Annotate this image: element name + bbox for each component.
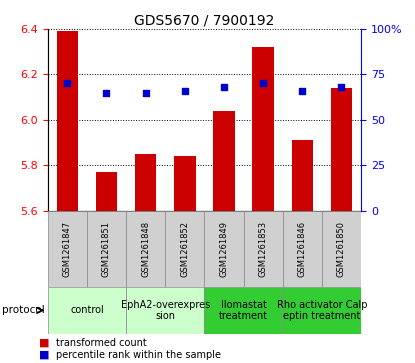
Text: GSM1261851: GSM1261851 (102, 221, 111, 277)
Title: GDS5670 / 7900192: GDS5670 / 7900192 (134, 14, 275, 28)
Bar (205, 287, 283, 334)
Bar (126, 287, 205, 334)
Text: control: control (70, 305, 104, 315)
Bar (322, 211, 361, 287)
Bar (331, 88, 352, 211)
Bar (48, 211, 87, 287)
Text: percentile rank within the sample: percentile rank within the sample (56, 350, 221, 360)
Text: EphA2-overexpres
sion: EphA2-overexpres sion (121, 299, 210, 321)
Point (260, 81, 266, 86)
Text: GSM1261853: GSM1261853 (259, 221, 268, 277)
Bar (205, 211, 244, 287)
Point (103, 90, 110, 95)
Text: protocol: protocol (2, 305, 45, 315)
Bar (96, 172, 117, 211)
Text: ■: ■ (39, 350, 50, 360)
Bar (87, 211, 126, 287)
Text: GSM1261852: GSM1261852 (180, 221, 189, 277)
Text: GSM1261846: GSM1261846 (298, 221, 307, 277)
Bar (252, 47, 274, 211)
Bar (174, 156, 195, 211)
Bar (283, 211, 322, 287)
Bar (283, 287, 361, 334)
Text: GSM1261849: GSM1261849 (220, 221, 229, 277)
Point (142, 90, 149, 95)
Bar (213, 111, 235, 211)
Bar (291, 140, 313, 211)
Text: GSM1261850: GSM1261850 (337, 221, 346, 277)
Text: Ilomastat
treatment: Ilomastat treatment (219, 299, 268, 321)
Bar (244, 211, 283, 287)
Bar (48, 287, 126, 334)
Bar (165, 211, 204, 287)
Point (338, 84, 345, 90)
Text: GSM1261848: GSM1261848 (141, 221, 150, 277)
Point (181, 88, 188, 94)
Point (64, 81, 71, 86)
Bar (126, 211, 165, 287)
Point (299, 88, 305, 94)
Bar (56, 31, 78, 211)
Text: Rho activator Calp
eptin treatment: Rho activator Calp eptin treatment (277, 299, 367, 321)
Point (221, 84, 227, 90)
Text: GSM1261847: GSM1261847 (63, 221, 72, 277)
Bar (135, 154, 156, 211)
Text: ■: ■ (39, 338, 50, 348)
Text: transformed count: transformed count (56, 338, 147, 348)
